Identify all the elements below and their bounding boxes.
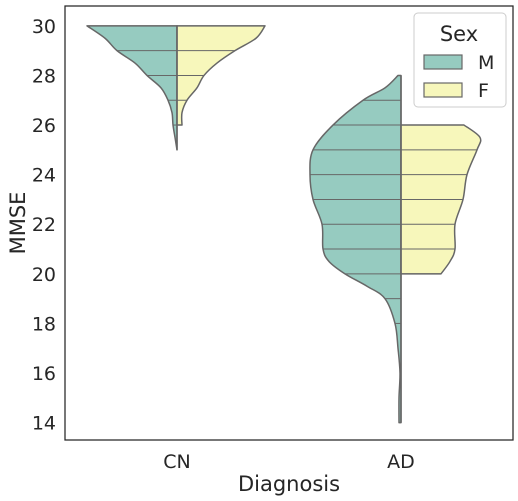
y-tick-label: 20 — [32, 264, 56, 286]
y-tick-label: 16 — [32, 363, 56, 385]
y-tick-label: 28 — [32, 65, 56, 87]
y-tick-label: 18 — [32, 313, 56, 335]
x-axis-title: Diagnosis — [238, 472, 340, 496]
violin-cn-m — [86, 25, 178, 151]
x-axis-ticks: CN AD — [163, 451, 415, 473]
legend-label-f: F — [478, 80, 489, 102]
legend-entries: MF — [423, 52, 494, 102]
x-tick-label: AD — [387, 451, 415, 473]
y-tick-label: 26 — [32, 115, 56, 137]
plot-frame — [64, 5, 514, 441]
y-tick-label: 22 — [32, 214, 56, 236]
legend-title: Sex — [440, 22, 478, 46]
legend-label-m: M — [478, 52, 494, 74]
legend: Sex MF — [413, 12, 507, 108]
plot-area — [86, 25, 482, 424]
legend-swatch-f — [423, 82, 463, 98]
y-tick-label: 30 — [32, 16, 56, 38]
y-tick-label: 24 — [32, 165, 56, 187]
x-tick-label: CN — [163, 451, 190, 473]
y-axis-title: MMSE — [6, 192, 30, 255]
legend-swatch-m — [423, 54, 463, 70]
y-axis-ticks: 14 16 18 20 22 24 26 28 30 — [32, 16, 56, 435]
y-tick-label: 14 — [32, 413, 56, 435]
